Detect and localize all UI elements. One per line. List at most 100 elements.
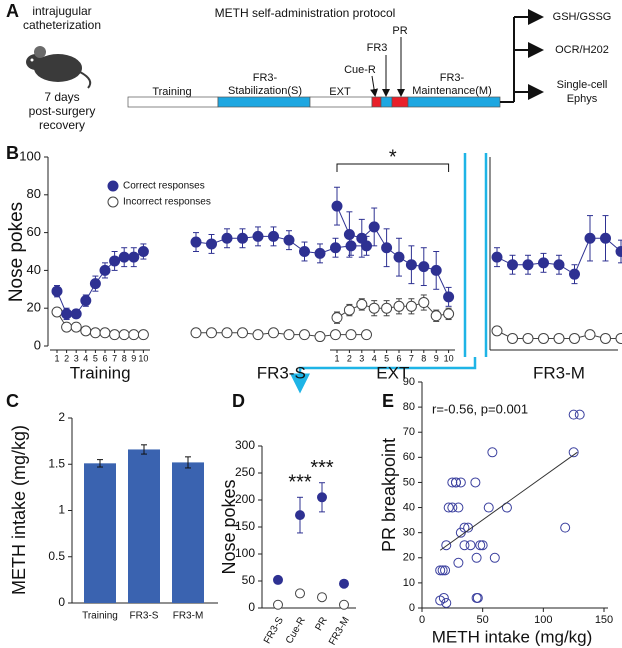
- x-tick-label: 50: [477, 614, 489, 626]
- significance-bracket: [336, 163, 450, 172]
- data-point: [459, 522, 470, 533]
- data-point: [221, 232, 233, 244]
- output-label: OCR/H202: [555, 44, 609, 56]
- data-point: [252, 329, 264, 341]
- y-tick-label: 1.5: [48, 456, 65, 470]
- data-point: [569, 268, 580, 280]
- data-point: [345, 240, 357, 252]
- phase-label: Cue-R: [344, 64, 376, 76]
- data-point: [430, 310, 442, 322]
- data-point: [89, 278, 101, 290]
- y-tick-label: 80: [403, 401, 415, 413]
- data-point: [206, 327, 217, 339]
- data-point: [441, 540, 452, 551]
- data-point: [137, 329, 149, 341]
- y-tick-label: 80: [27, 186, 41, 201]
- data-point: [507, 259, 518, 271]
- y-axis-label: METH intake (mg/kg): [9, 425, 29, 595]
- data-point: [568, 447, 579, 458]
- data-point: [507, 332, 518, 344]
- panel-letter: D: [232, 391, 245, 411]
- legend-marker: [107, 196, 119, 208]
- data-point: [430, 264, 442, 276]
- data-point: [295, 588, 305, 599]
- output-bracket: [500, 17, 515, 103]
- legend-marker: [107, 180, 119, 192]
- trend-line: [439, 451, 578, 551]
- data-point: [459, 540, 470, 551]
- cyan-divider: [290, 153, 488, 394]
- x-tick-label: Cue-R: [284, 615, 308, 646]
- data-point: [314, 247, 326, 259]
- data-point: [405, 300, 417, 312]
- x-tick-label: 2: [64, 353, 69, 363]
- data-point: [600, 332, 611, 344]
- data-point: [437, 565, 448, 576]
- phase-label: Stabilization(S): [228, 85, 302, 97]
- data-point: [381, 242, 393, 254]
- data-point: [128, 329, 140, 341]
- data-point: [317, 492, 327, 503]
- surgery-text: intrajugular: [32, 4, 91, 18]
- x-tick-label: 8: [421, 353, 426, 363]
- group-label: FR3-M: [533, 363, 585, 382]
- protocol-title: METH self-administration protocol: [215, 6, 396, 20]
- x-tick-label: 10: [444, 353, 454, 363]
- y-tick-label: 40: [27, 262, 41, 277]
- y-tick-label: 50: [403, 476, 415, 488]
- data-point: [99, 264, 111, 276]
- data-point: [99, 327, 111, 339]
- x-tick-label: 3: [74, 353, 79, 363]
- phase-segment: [127, 96, 219, 108]
- data-point: [80, 325, 92, 337]
- y-tick-label: 50: [242, 573, 256, 587]
- y-tick-label: 20: [403, 552, 415, 564]
- data-point: [70, 321, 82, 333]
- data-point: [70, 308, 82, 320]
- data-point: [61, 321, 73, 333]
- data-point: [615, 246, 622, 257]
- x-tick-label: 9: [434, 353, 439, 363]
- data-point: [330, 242, 341, 254]
- data-point: [339, 599, 349, 610]
- x-tick-label: 7: [112, 353, 117, 363]
- data-point: [489, 552, 500, 563]
- data-point: [314, 331, 326, 343]
- y-tick-label: 60: [27, 224, 41, 239]
- data-point: [339, 578, 349, 589]
- data-point: [80, 295, 92, 307]
- data-point: [447, 502, 458, 513]
- data-point: [51, 285, 63, 297]
- bar: [172, 462, 204, 603]
- recovery-text: recovery: [39, 118, 85, 132]
- data-point: [330, 329, 341, 341]
- x-tick-label: FR3-S: [262, 615, 286, 646]
- data-point: [393, 300, 405, 312]
- data-point: [491, 251, 503, 263]
- data-point: [455, 477, 466, 488]
- significance-label: ***: [310, 457, 334, 479]
- legend-label: Correct responses: [123, 181, 205, 192]
- x-tick-label: Training: [82, 611, 118, 622]
- phase-segment: [391, 96, 409, 108]
- data-point: [368, 221, 380, 233]
- data-point: [477, 540, 488, 551]
- phase-segment: [407, 96, 501, 108]
- data-point: [368, 302, 380, 314]
- x-tick-label: FR3-S: [130, 611, 159, 622]
- group-label: FR3-S: [257, 363, 306, 382]
- data-point: [443, 308, 455, 320]
- data-point: [443, 291, 455, 303]
- output-label: GSH/GSSG: [553, 11, 612, 23]
- data-point: [538, 332, 549, 344]
- x-tick-label: 0: [419, 614, 425, 626]
- data-point: [331, 312, 343, 324]
- data-point: [237, 232, 248, 244]
- data-point: [615, 332, 622, 344]
- data-point: [381, 302, 393, 314]
- y-tick-label: 0: [34, 337, 41, 352]
- surgery-text: catheterization: [23, 18, 101, 32]
- panel-letter: C: [6, 391, 19, 411]
- data-point: [345, 329, 357, 341]
- data-point: [51, 306, 63, 318]
